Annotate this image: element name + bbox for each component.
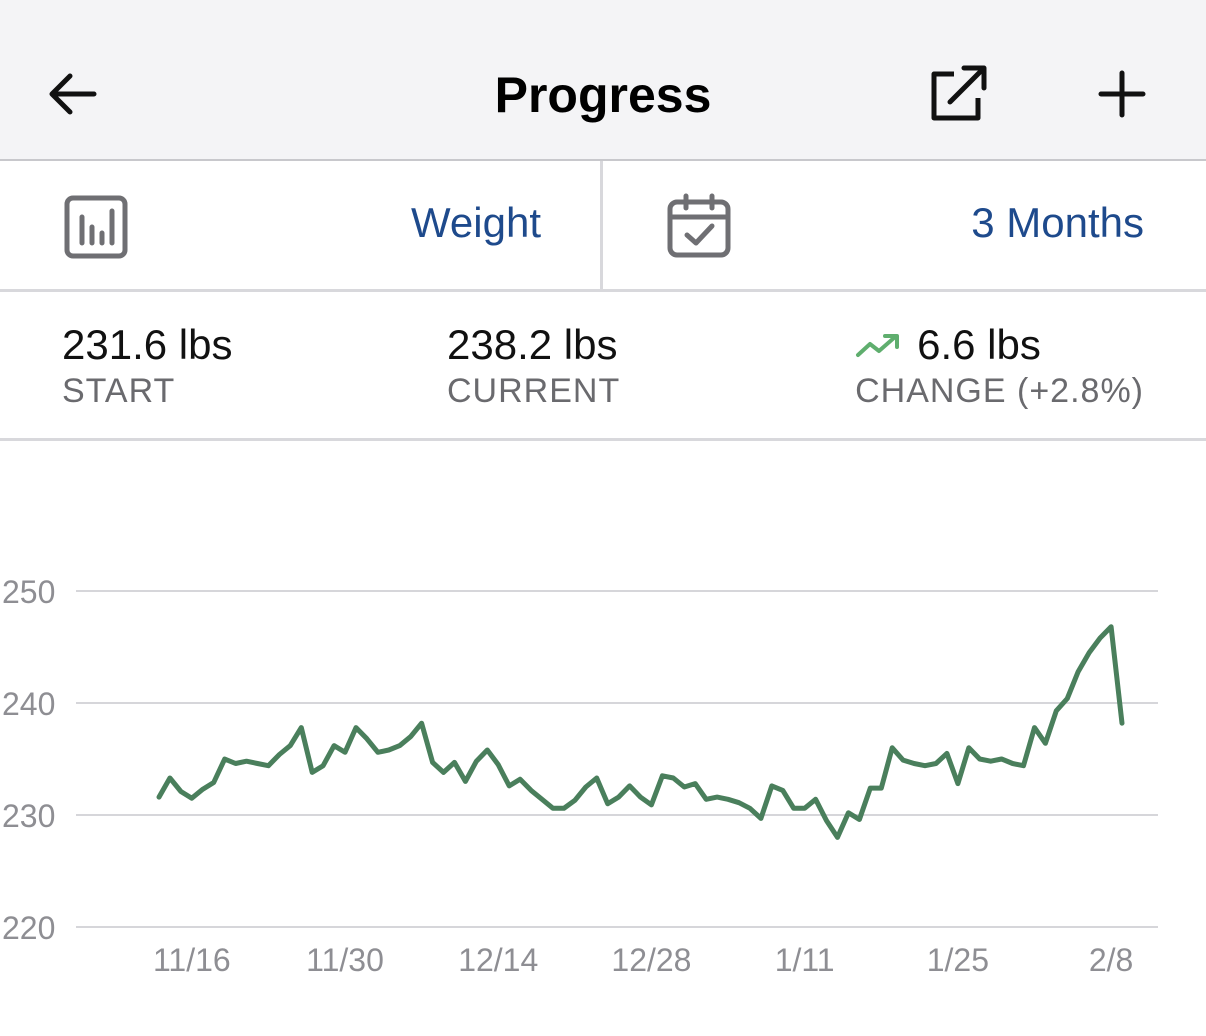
- start-label: START: [62, 372, 176, 410]
- start-value: 231.6 lbs: [62, 321, 233, 368]
- y-tick-label: 230: [2, 798, 55, 834]
- x-tick-label: 11/16: [153, 942, 231, 978]
- arrow-left-icon[interactable]: [44, 66, 100, 122]
- y-tick-label: 220: [2, 910, 55, 946]
- plus-icon[interactable]: [1098, 70, 1146, 118]
- stat-current: 238.2 lbs CURRENT: [447, 320, 620, 412]
- x-tick-label: 2/8: [1089, 942, 1133, 978]
- share-icon[interactable]: [928, 64, 990, 122]
- x-tick-label: 11/30: [306, 942, 384, 978]
- current-label: CURRENT: [447, 372, 621, 410]
- y-tick-label: 250: [2, 574, 55, 610]
- page-title: Progress: [494, 67, 712, 123]
- series-line: [156, 624, 1125, 840]
- range-selector[interactable]: 3 Months: [971, 199, 1144, 246]
- x-tick-label: 12/14: [458, 942, 538, 978]
- trend-up-icon: [856, 334, 900, 357]
- calendar-check-icon[interactable]: [666, 193, 732, 259]
- current-value: 238.2 lbs: [447, 321, 618, 368]
- metric-selector[interactable]: Weight: [411, 199, 541, 246]
- chart-svg: 220 230 240 250 11/16 11/30 12/14 12/28 1/11 1/25…: [2, 574, 1158, 978]
- weight-chart: 220 230 240 250 11/16 11/30 12/14 12/28 1/11 1/25…: [0, 441, 1206, 1036]
- stat-start: 231.6 lbs START: [62, 320, 232, 412]
- x-tick-label: 12/28: [611, 942, 691, 978]
- y-tick-label: 240: [2, 686, 55, 722]
- divider: [600, 161, 603, 289]
- stat-change: 6.6 lbs CHANGE (+2.8%): [855, 320, 1144, 412]
- change-label: CHANGE (+2.8%): [855, 372, 1144, 410]
- nav-bar: Progress: [0, 0, 1206, 161]
- bar-chart-icon[interactable]: [64, 195, 128, 259]
- change-value: 6.6 lbs: [917, 321, 1041, 368]
- filter-bar: Weight 3 Months: [0, 161, 1206, 292]
- x-tick-label: 1/25: [927, 942, 989, 978]
- x-tick-label: 1/11: [775, 942, 835, 978]
- stats-row: 231.6 lbs START 238.2 lbs CURRENT 6.6 lb…: [0, 292, 1206, 441]
